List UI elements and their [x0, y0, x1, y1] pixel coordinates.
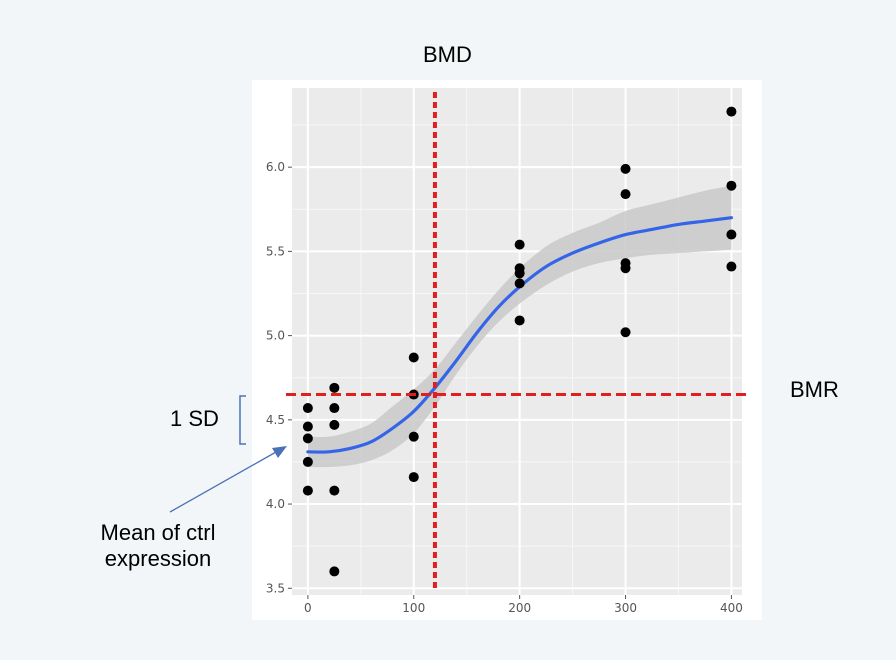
mean-arrow-shaft [169, 451, 277, 513]
data-point [620, 327, 631, 338]
y-tick-label: 4.5 [266, 413, 285, 427]
data-point [302, 433, 313, 444]
fit-curve [306, 216, 734, 454]
mean-label-line-1: Mean of ctrl [100, 520, 216, 545]
data-point [514, 315, 525, 326]
x-tick-label: 0 [304, 601, 312, 615]
data-point [514, 268, 525, 279]
y-tick-label: 4.0 [266, 497, 285, 511]
data-point [620, 263, 631, 274]
data-point [329, 403, 340, 414]
bmr-label: BMR [790, 377, 839, 402]
data-point [329, 419, 340, 430]
annotation-graphics [169, 395, 287, 513]
plot-panel [292, 88, 742, 595]
data-point [302, 403, 313, 414]
x-tick-label: 100 [402, 601, 425, 615]
y-tick-label: 5.5 [266, 244, 285, 258]
axis-ticks [288, 166, 732, 599]
y-tick-label: 6.0 [266, 160, 285, 174]
x-tick-label: 300 [614, 601, 637, 615]
data-point [408, 352, 419, 363]
x-tick-label: 200 [508, 601, 531, 615]
data-point [329, 485, 340, 496]
y-tick-labels: 3.5 4.0 4.5 5.0 5.5 6.0 [266, 160, 285, 595]
data-point [329, 566, 340, 577]
data-point [514, 239, 525, 250]
data-point [726, 180, 737, 191]
data-point [302, 485, 313, 496]
reference-lines [286, 92, 748, 590]
data-point [726, 229, 737, 240]
data-point [329, 382, 340, 393]
x-tick-label: 400 [720, 601, 743, 615]
data-point [408, 431, 419, 442]
y-tick-label: 3.5 [266, 581, 285, 595]
data-points [302, 106, 737, 577]
data-point [302, 421, 313, 432]
mean-label-line-2: expression [104, 546, 212, 572]
y-tick-label: 5.0 [266, 329, 285, 343]
bmd-label: BMD [423, 42, 472, 67]
data-point [408, 472, 419, 483]
mean-label: Mean of ctrl expression [73, 520, 243, 573]
data-point [620, 163, 631, 174]
x-tick-labels: 0 100 200 300 400 [304, 601, 743, 615]
sd-label: 1 SD [170, 406, 219, 431]
fit-curve-layer [306, 216, 734, 454]
data-point [302, 456, 313, 467]
sd-bracket [239, 395, 246, 445]
data-point [514, 278, 525, 289]
data-point [726, 106, 737, 117]
data-point [620, 189, 631, 200]
mean-arrow-head [272, 446, 287, 458]
data-point [726, 261, 737, 272]
